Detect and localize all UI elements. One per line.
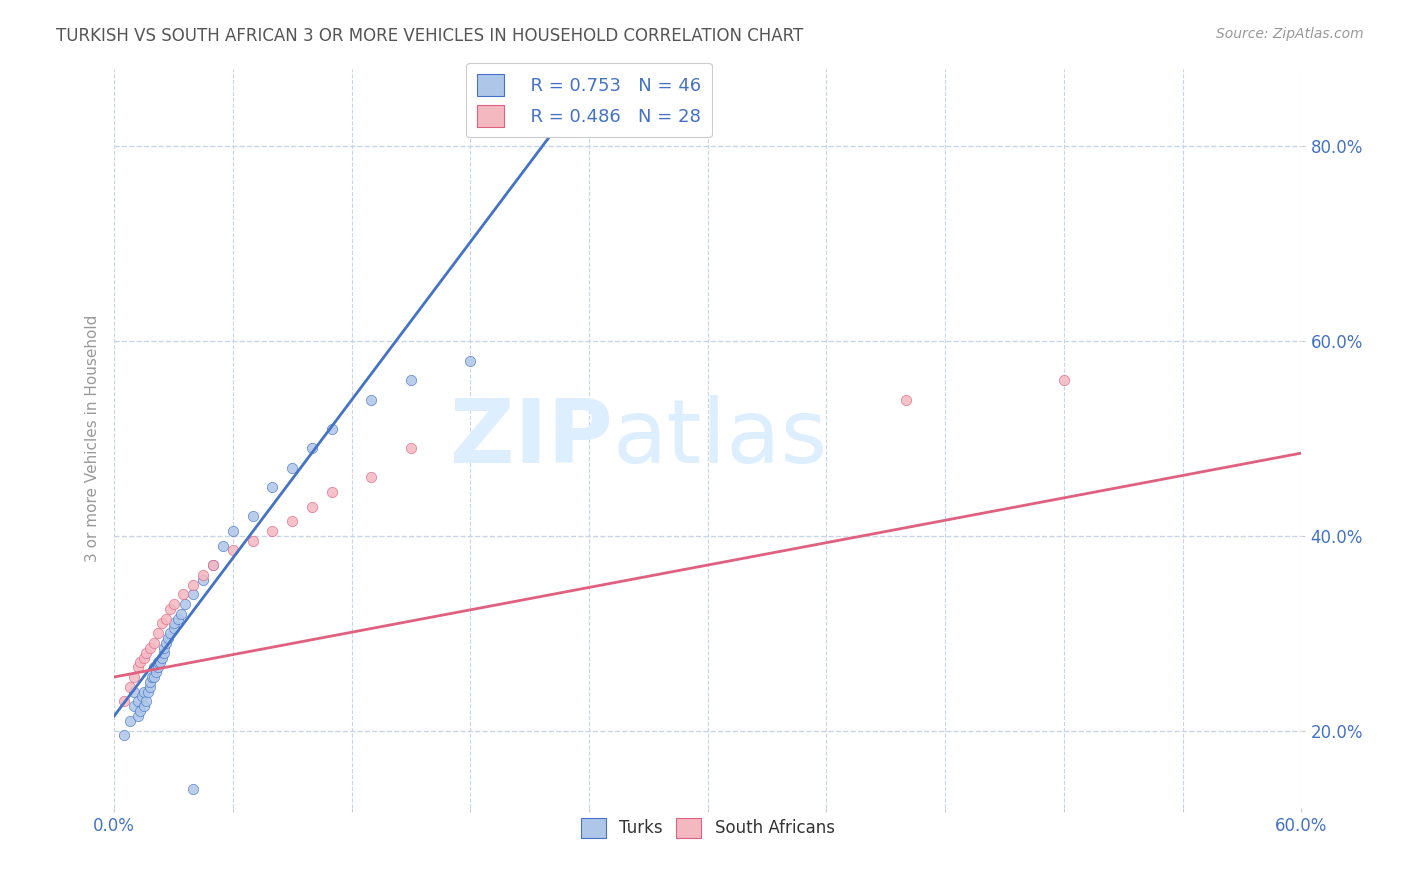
Point (150, 650, 173, 665)
Y-axis label: 3 or more Vehicles in Household: 3 or more Vehicles in Household (86, 315, 100, 562)
Point (155, 611, 177, 625)
Point (460, 353, 482, 368)
Point (129, 656, 152, 670)
Point (360, 392, 382, 407)
Point (1053, 373, 1076, 387)
Point (118, 680, 141, 694)
Point (156, 631, 179, 645)
Point (139, 640, 162, 655)
Point (145, 665, 167, 680)
Point (301, 441, 323, 455)
Point (242, 533, 264, 548)
Point (142, 660, 165, 674)
Point (127, 694, 149, 708)
Point (159, 626, 181, 640)
Point (202, 558, 225, 572)
Point (146, 626, 169, 640)
Point (136, 684, 159, 698)
Point (146, 656, 169, 670)
Point (172, 587, 194, 601)
Point (132, 650, 155, 665)
Point (141, 670, 163, 684)
Point (142, 636, 165, 650)
Point (132, 699, 155, 714)
Point (222, 524, 245, 538)
Point (122, 670, 145, 684)
Point (149, 656, 172, 670)
Point (262, 480, 284, 494)
Point (170, 607, 193, 621)
Point (135, 646, 157, 660)
Point (142, 670, 165, 684)
Point (139, 674, 162, 689)
Point (150, 616, 173, 631)
Point (152, 640, 174, 655)
Legend: Turks, South Africans: Turks, South Africans (574, 811, 841, 845)
Point (135, 694, 157, 708)
Point (112, 694, 135, 708)
Point (301, 500, 323, 514)
Point (159, 602, 181, 616)
Point (894, 392, 917, 407)
Point (212, 539, 235, 553)
Point (321, 485, 343, 500)
Point (162, 616, 184, 631)
Point (112, 728, 135, 742)
Point (122, 684, 145, 698)
Point (127, 660, 149, 674)
Point (193, 573, 215, 587)
Point (162, 597, 184, 611)
Point (152, 646, 174, 660)
Point (193, 567, 215, 582)
Point (155, 636, 177, 650)
Point (174, 597, 197, 611)
Point (146, 660, 169, 674)
Point (222, 543, 245, 558)
Point (122, 699, 145, 714)
Point (399, 373, 422, 387)
Point (139, 680, 162, 694)
Point (132, 684, 155, 698)
Point (183, 587, 205, 601)
Point (281, 514, 304, 528)
Text: ZIP: ZIP (450, 395, 613, 482)
Point (131, 690, 153, 704)
Text: Source: ZipAtlas.com: Source: ZipAtlas.com (1216, 27, 1364, 41)
Point (127, 709, 149, 723)
Point (129, 704, 152, 718)
Point (281, 460, 304, 475)
Point (183, 577, 205, 591)
Point (262, 524, 284, 538)
Point (118, 714, 141, 728)
Point (321, 422, 343, 436)
Point (360, 470, 382, 484)
Point (166, 611, 188, 625)
Point (399, 441, 422, 455)
Point (202, 558, 225, 572)
Point (242, 509, 264, 524)
Text: TURKISH VS SOUTH AFRICAN 3 OR MORE VEHICLES IN HOUSEHOLD CORRELATION CHART: TURKISH VS SOUTH AFRICAN 3 OR MORE VEHIC… (56, 27, 803, 45)
Text: atlas: atlas (613, 395, 828, 482)
Point (183, 781, 205, 796)
Point (162, 621, 184, 635)
